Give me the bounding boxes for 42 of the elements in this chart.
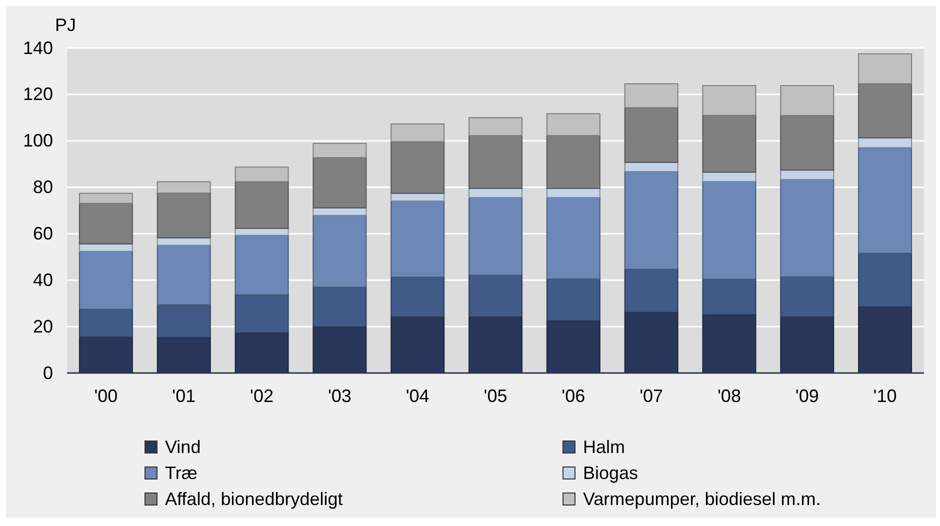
legend-label: Vind [165, 437, 201, 457]
x-tick-label: '10 [873, 386, 897, 406]
x-tick-label: '09 [795, 386, 819, 406]
x-tick-label: '00 [94, 386, 118, 406]
bar [858, 147, 912, 254]
x-tick-label: '04 [406, 386, 430, 406]
bar [624, 162, 678, 172]
bar [780, 170, 834, 180]
y-tick-label: 100 [22, 130, 53, 151]
bar [546, 188, 600, 198]
legend-label: Varmepumper, biodiesel m.m. [583, 489, 821, 509]
bar [702, 172, 756, 182]
bar [780, 178, 834, 278]
bar [546, 197, 600, 280]
y-tick-label: 60 [32, 223, 53, 244]
legend-label: Biogas [583, 463, 638, 483]
legend-label: Halm [583, 437, 626, 457]
y-tick-label: 0 [42, 362, 53, 383]
y-tick-label: 80 [32, 177, 53, 198]
y-tick-label: 40 [32, 270, 53, 290]
bar [156, 244, 211, 306]
bar [624, 171, 678, 270]
bar [390, 200, 445, 278]
bar [234, 234, 289, 296]
bar [468, 188, 522, 198]
x-tick-label: '05 [484, 386, 508, 406]
bar [468, 197, 522, 276]
bar [702, 180, 756, 280]
y-tick-label: 120 [22, 84, 53, 104]
x-tick-label: '02 [250, 386, 274, 406]
x-tick-label: '07 [640, 386, 664, 406]
y-tick-label: 140 [22, 38, 53, 58]
x-tick-label: '06 [562, 386, 586, 406]
bar [312, 214, 367, 288]
bar [78, 250, 133, 310]
legend-label: Træ [165, 463, 198, 483]
x-tick-label: '01 [172, 386, 196, 406]
y-tick-label: 20 [32, 316, 53, 336]
x-tick-label: '03 [328, 386, 352, 406]
x-tick-label: '08 [717, 386, 741, 406]
legend-label: Affald, bionedbrydeligt [165, 489, 343, 509]
y-axis-title: PJ [55, 15, 76, 35]
